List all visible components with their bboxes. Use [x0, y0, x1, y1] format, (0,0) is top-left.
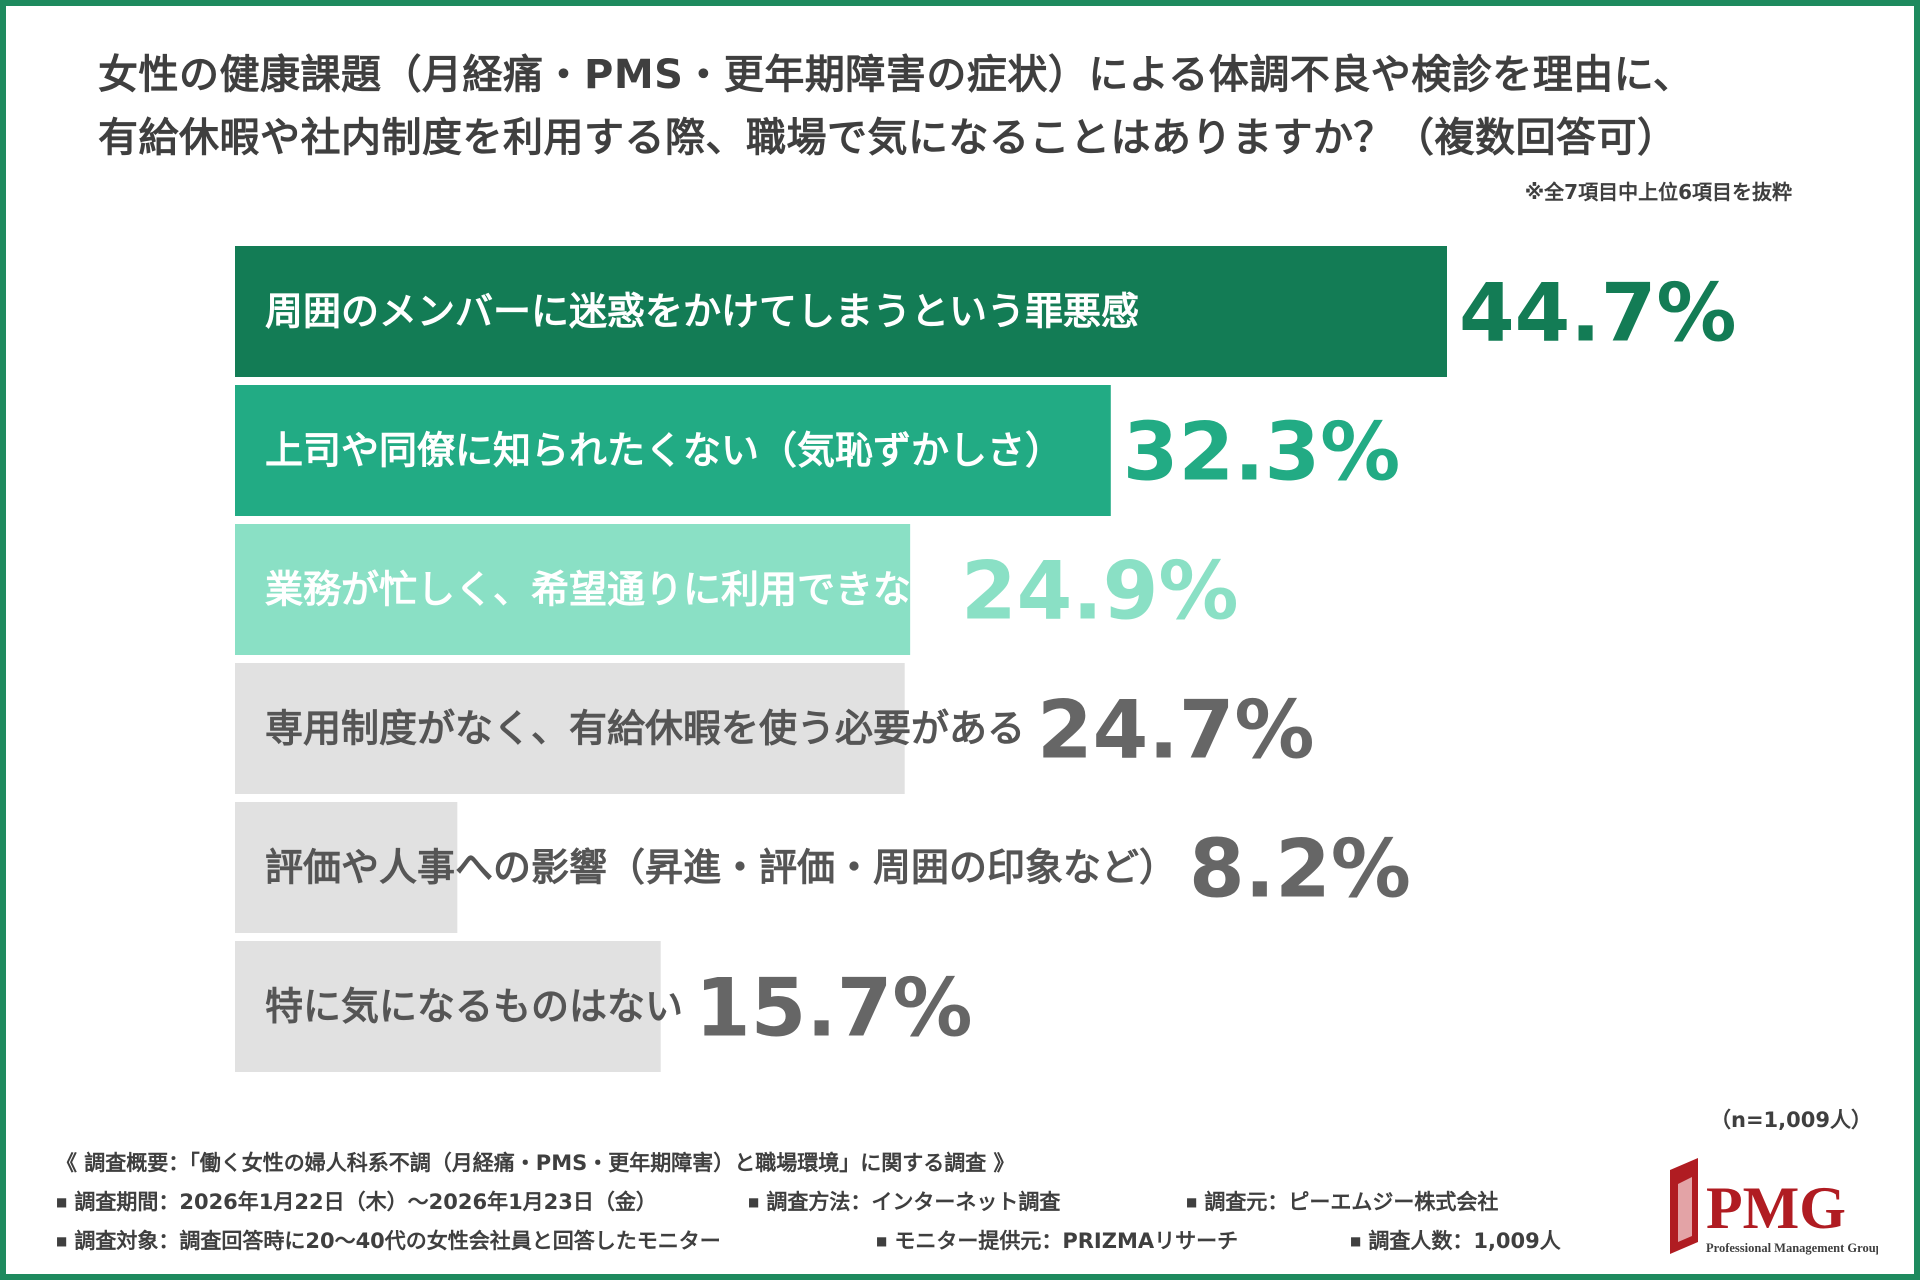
title-line-1: 女性の健康課題（月経痛・PMS・更年期障害の症状）による体調不良や検診を理由に、 [98, 52, 1694, 98]
survey-provider: モニター提供元：PRIZMAリサーチ [876, 1222, 1350, 1261]
pmg-emblem-icon [1670, 1158, 1698, 1254]
bar-4 [235, 663, 905, 794]
survey-row-1: 調査期間：2026年1月22日（木）～2026年1月23日（金） 調査方法：イン… [56, 1183, 1616, 1222]
bar-1 [235, 246, 1447, 377]
title-line-2: 有給休暇や社内制度を利用する際、職場で気になることはありますか？（複数回答可） [98, 115, 1678, 161]
survey-period: 調査期間：2026年1月22日（木）～2026年1月23日（金） [56, 1183, 748, 1222]
bar-label-3: 業務が忙しく、希望通りに利用できない [265, 568, 949, 612]
bar-value-3: 24.9% [961, 545, 1239, 638]
chart-note: ※全7項目中上位6項目を抜粋 [1524, 180, 1792, 204]
survey-method: 調査方法：インターネット調査 [748, 1183, 1186, 1222]
survey-count: 調査人数：1,009人 [1350, 1222, 1560, 1261]
bar-label-5: 評価や人事への影響（昇進・評価・周囲の印象など） [265, 846, 1177, 890]
bar-value-5: 8.2% [1189, 823, 1411, 916]
bar-2 [235, 385, 1111, 516]
survey-overview-title: 《 調査概要：「働く女性の婦人科系不調（月経痛・PMS・更年期障害）と職場環境」… [56, 1151, 1015, 1175]
bar-value-6: 15.7% [695, 962, 973, 1055]
survey-overview: 《 調査概要：「働く女性の婦人科系不調（月経痛・PMS・更年期障害）と職場環境」… [56, 1144, 1616, 1261]
bar-value-2: 32.3% [1123, 406, 1401, 499]
bar-label-1: 周囲のメンバーに迷惑をかけてしまうという罪悪感 [265, 290, 1139, 334]
survey-source: 調査元：ピーエムジー株式会社 [1186, 1183, 1498, 1222]
chart-title: 女性の健康課題（月経痛・PMS・更年期障害の症状）による体調不良や検診を理由に、… [98, 44, 1818, 170]
bar-value-1: 44.7% [1459, 267, 1737, 360]
bar-chart: 周囲のメンバーに迷惑をかけてしまうという罪悪感 44.7% 上司や同僚に知られたくな… [235, 246, 1737, 1072]
bar-label-2: 上司や同僚に知られたくない（気恥ずかしさ） [265, 429, 1063, 473]
bar-6 [235, 941, 661, 1072]
bar-label-6: 特に気になるものはない [265, 985, 683, 1029]
pmg-logo-tagline: Professional Management Group [1706, 1241, 1878, 1255]
bar-label-4: 専用制度がなく、有給休暇を使う必要がある [265, 707, 1025, 751]
bar-5 [235, 802, 458, 933]
pmg-logo-text: PMG [1706, 1175, 1846, 1241]
survey-overview-title-row: 《 調査概要：「働く女性の婦人科系不調（月経痛・PMS・更年期障害）と職場環境」… [56, 1144, 1616, 1183]
survey-row-2: 調査対象：調査回答時に20～40代の女性会社員と回答したモニター モニター提供元… [56, 1222, 1616, 1261]
pmg-logo: PMG Professional Management Group [1670, 1158, 1878, 1255]
sample-size: （n=1,009人） [1710, 1108, 1872, 1132]
bar-value-4: 24.7% [1037, 684, 1315, 777]
survey-target: 調査対象：調査回答時に20～40代の女性会社員と回答したモニター [56, 1222, 876, 1261]
bar-3 [235, 524, 911, 655]
